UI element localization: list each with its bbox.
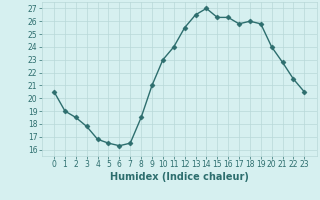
X-axis label: Humidex (Indice chaleur): Humidex (Indice chaleur) [110,172,249,182]
